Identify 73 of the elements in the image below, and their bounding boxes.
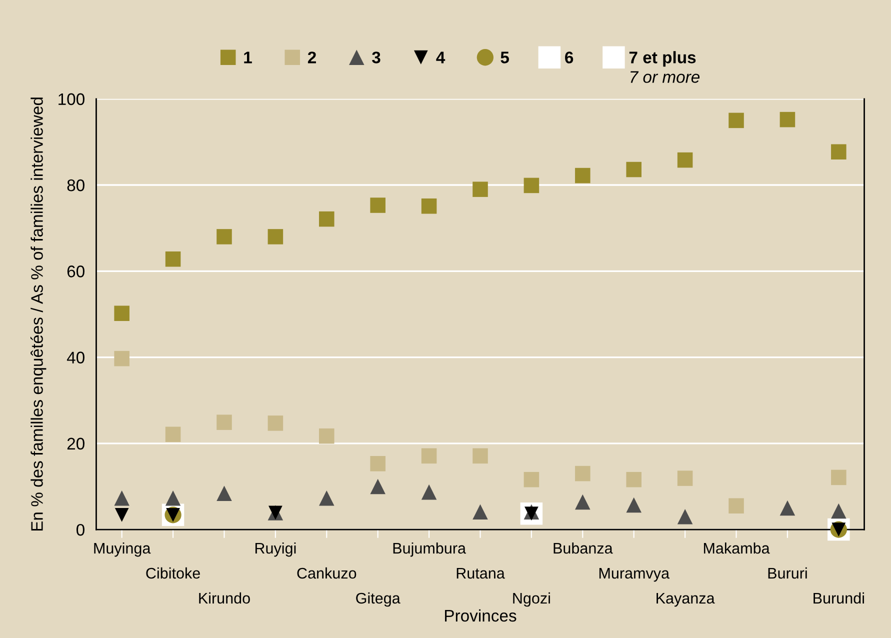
point [421, 484, 437, 500]
point [114, 306, 130, 321]
x-tick-label: Ngozi [513, 592, 550, 607]
point [472, 448, 488, 464]
point [524, 472, 540, 488]
y-tick-label: 40 [66, 352, 84, 364]
legend-label: 1 [244, 52, 252, 64]
point [677, 470, 693, 486]
x-tick-label: Gitega [356, 592, 400, 607]
x-tick-label: Rutana [456, 568, 505, 579]
point [831, 470, 846, 486]
x-tick-label: Kirundo [199, 592, 250, 604]
point [370, 478, 386, 494]
point [626, 472, 642, 488]
point [575, 494, 590, 510]
point [319, 211, 334, 227]
point [831, 144, 846, 160]
x-axis-title: Provinces [445, 609, 516, 622]
point [319, 428, 334, 444]
point [114, 350, 130, 366]
point [677, 508, 693, 524]
point [728, 112, 744, 128]
legend-label: 5 [500, 52, 509, 64]
point [216, 414, 232, 430]
legend-label: 7 et plus [629, 51, 696, 67]
x-tick-label: Bururi [768, 567, 807, 579]
x-tick-label: Kayanza [656, 592, 715, 607]
y-tick-label: 100 [58, 93, 84, 106]
legend-label: 4 [436, 52, 446, 64]
x-tick-label: Cankuzo [297, 567, 356, 579]
point [626, 497, 642, 513]
point [831, 503, 846, 519]
point [472, 182, 488, 197]
point [216, 229, 232, 244]
x-tick-label: Ruyigi [255, 542, 296, 557]
point [626, 162, 642, 178]
x-tick-label: Makamba [704, 542, 770, 554]
x-tick-label: Burundi [814, 592, 864, 604]
point [575, 466, 590, 482]
point [165, 426, 181, 442]
point [575, 168, 590, 184]
y-tick-label: 60 [67, 266, 84, 278]
point [114, 490, 130, 506]
point [165, 490, 181, 506]
legend-label: 3 [372, 52, 380, 64]
point [421, 198, 437, 214]
x-tick-label: Bubanza [554, 542, 613, 554]
point [677, 152, 693, 168]
y-axis-title: En % des familles enquêtées / As % of families interviewed [30, 98, 46, 531]
point [268, 416, 284, 431]
x-tick-label: Muyinga [94, 542, 151, 557]
point [319, 490, 334, 506]
point [370, 456, 386, 472]
x-tick-label: Cibitoke [146, 567, 200, 579]
point [114, 508, 129, 522]
legend-label: 6 [565, 52, 574, 64]
text: 7 or more [630, 71, 700, 83]
point [780, 112, 796, 128]
point [728, 498, 744, 514]
point [216, 486, 232, 502]
point [370, 198, 386, 213]
point [524, 178, 540, 194]
y-tick-label: 0 [76, 524, 84, 536]
legend-label: 2 [308, 52, 316, 64]
point [472, 504, 488, 520]
point [165, 251, 181, 267]
x-tick-label: Bujumbura [393, 542, 466, 557]
point [780, 500, 796, 516]
y-tick-label: 80 [67, 179, 84, 192]
point [421, 448, 437, 464]
y-tick-label: 20 [67, 438, 84, 450]
point [268, 229, 284, 244]
x-tick-label: Muramvya [599, 568, 670, 582]
